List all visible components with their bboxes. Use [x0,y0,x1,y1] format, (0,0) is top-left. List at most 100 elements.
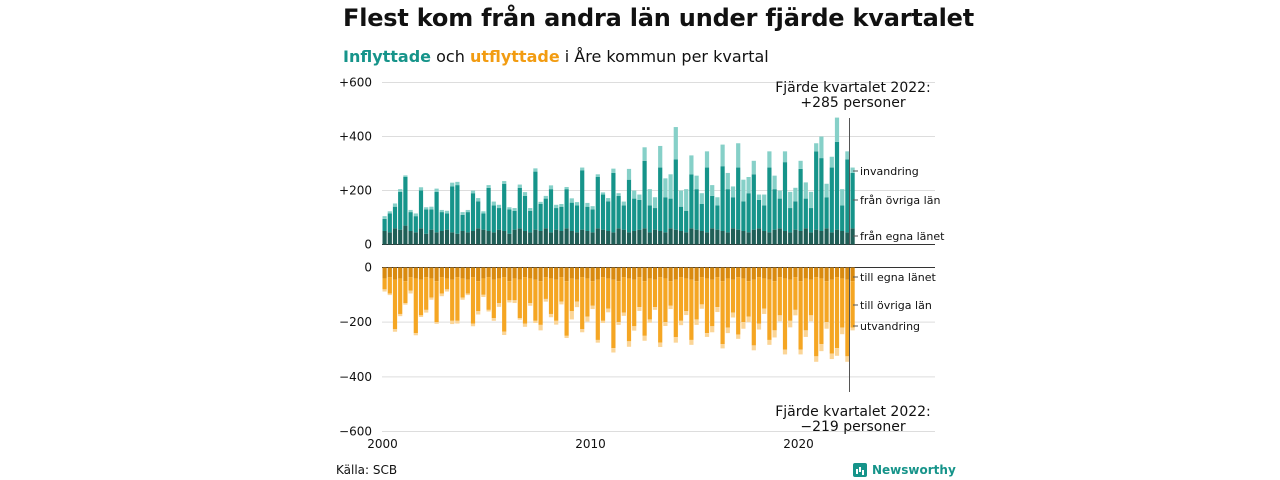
bar-outflow-other-counties [528,278,533,304]
bar-outflow-other-counties [543,277,548,299]
annotation-top-line1: Fjärde kvartalet 2022: [775,80,931,96]
bar-outflow-own-county [637,267,642,278]
bar-outflow-own-county [762,267,767,279]
bar-outflow-other-counties [710,279,715,327]
bar-outflow-other-counties [533,279,538,321]
bar-outflow-other-counties [600,277,606,321]
bar-inflow-other-counties [798,168,803,231]
bar-inflow-own-county [741,231,746,245]
bar-outflow-own-county [736,267,741,278]
bar-inflow-own-county [413,232,418,245]
bar-outflow-other-counties [429,278,434,298]
bar-inflow-immigration [439,209,444,213]
bar-outflow-emigration [476,311,481,315]
legend-label-in: från övriga län [860,194,940,207]
legend-label-in: från egna länet [860,230,945,243]
y-tick-label-top: 0 [364,238,372,252]
bar-outflow-own-county [788,267,793,280]
bar-inflow-immigration [699,193,704,204]
bar-inflow-own-county [834,229,840,245]
bar-inflow-other-counties [814,151,819,230]
bar-inflow-other-counties [689,174,694,229]
bar-inflow-immigration [548,185,554,190]
bar-outflow-emigration [668,305,673,310]
bar-inflow-immigration [528,208,533,211]
bar-inflow-immigration [736,143,741,168]
bar-outflow-other-counties [517,279,522,319]
bar-outflow-emigration [840,327,845,335]
bar-outflow-other-counties [502,277,507,332]
bar-outflow-emigration [450,320,455,325]
bar-inflow-immigration [632,190,637,199]
bar-outflow-other-counties [694,281,699,320]
bar-inflow-other-counties [710,195,715,229]
bar-inflow-immigration [600,192,606,195]
bar-outflow-emigration [418,315,424,317]
bar-inflow-own-county [798,231,803,245]
bar-outflow-own-county [543,267,548,278]
bar-inflow-other-counties [642,160,647,229]
bar-inflow-own-county [424,233,429,245]
y-tick-label-bottom: −400 [339,370,372,384]
bar-inflow-immigration [606,198,611,202]
bar-inflow-own-county [470,231,476,245]
bar-outflow-own-county [481,267,486,279]
bar-inflow-immigration [730,186,736,198]
bar-outflow-own-county [803,267,808,279]
bar-outflow-other-counties [756,277,762,324]
bar-inflow-own-county [580,229,585,245]
bar-inflow-own-county [777,228,782,245]
bar-outflow-own-county [429,267,434,279]
bar-outflow-own-county [808,267,814,280]
bar-outflow-other-counties [392,279,398,329]
bar-outflow-emigration [403,303,408,305]
bar-inflow-immigration [814,143,819,152]
bar-inflow-other-counties [725,189,730,233]
bar-outflow-other-counties [491,279,496,319]
bar-outflow-own-county [626,267,632,279]
bar-inflow-other-counties [507,209,512,234]
bar-outflow-own-county [528,267,533,279]
bar-outflow-emigration [678,320,684,326]
newsworthy-logo[interactable]: Newsworthy [853,461,956,479]
bar-outflow-own-county [725,267,730,279]
bar-inflow-other-counties [715,205,720,230]
bar-inflow-own-county [647,232,652,245]
bar-outflow-emigration [626,341,632,347]
bar-outflow-other-counties [403,281,408,304]
bar-inflow-immigration [694,175,699,190]
bar-outflow-own-county [434,267,439,282]
bar-outflow-emigration [444,289,450,292]
bar-inflow-own-county [574,232,580,245]
bar-inflow-immigration [767,151,772,168]
bar-outflow-emigration [387,293,392,296]
bar-outflow-other-counties [673,279,678,338]
bar-inflow-own-county [439,231,444,245]
bar-inflow-immigration [803,182,808,199]
bar-inflow-own-county [569,231,574,245]
bar-inflow-own-county [814,229,819,245]
bar-inflow-other-counties [632,198,637,231]
bar-inflow-own-county [465,232,470,245]
bar-inflow-other-counties [611,172,616,233]
bar-outflow-emigration [652,307,658,310]
bar-inflow-other-counties [782,162,788,231]
bar-inflow-own-county [522,231,528,245]
bar-inflow-own-county [694,229,699,245]
bar-inflow-own-county [502,231,507,245]
bar-outflow-other-counties [751,279,756,346]
y-tick-label-top: +200 [339,184,372,198]
legend-label-out: till övriga län [860,299,932,312]
bar-outflow-emigration [496,303,502,307]
annotation-top-line2: +285 personer [800,95,906,111]
bar-outflow-own-county [413,267,418,279]
bar-inflow-immigration [668,174,673,199]
bar-inflow-own-county [611,232,616,245]
bar-inflow-own-county [850,228,855,245]
bar-inflow-immigration [564,186,569,190]
y-tick-label-top: +400 [339,130,372,144]
bar-outflow-emigration [637,307,642,311]
newsworthy-icon [853,463,867,477]
bar-inflow-immigration [621,201,626,206]
bar-outflow-other-counties [465,279,470,294]
